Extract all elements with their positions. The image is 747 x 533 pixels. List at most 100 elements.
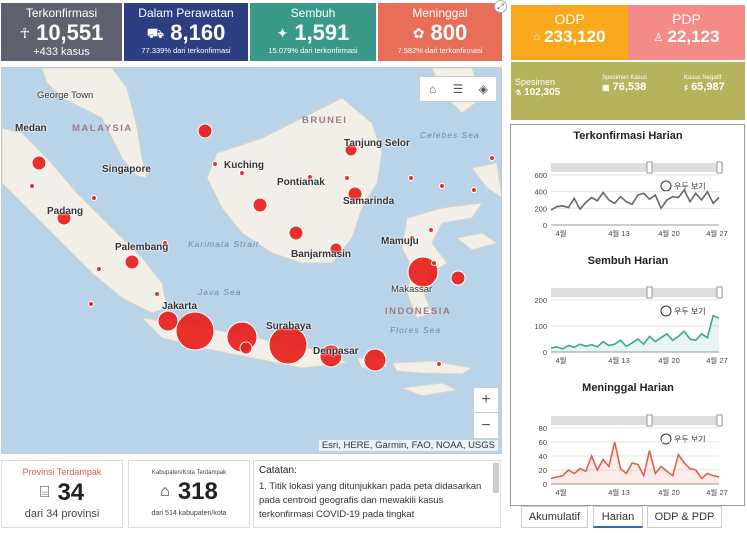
label-george-town: George Town (37, 90, 94, 101)
series-line (550, 188, 720, 211)
celebrate-icon: ✦ (276, 25, 289, 41)
tab-daily[interactable]: Harian (593, 506, 643, 528)
negative-icon: ♯ (684, 83, 688, 92)
notes-text: 1. Titik lokasi yang ditunjukkan pada pe… (259, 481, 482, 520)
building-icon: ⌸ (39, 484, 50, 501)
vial-icon: ⚗ (515, 90, 522, 97)
regencies-sub: dari 514 kabupaten/kota (151, 510, 227, 517)
home-icon[interactable]: ⌂ (429, 82, 437, 96)
recovered-value: 1,591 (294, 20, 350, 45)
tab-cumulative[interactable]: Akumulatif (521, 506, 588, 528)
pdp-tile[interactable]: PDP ♙ 22,123 (628, 5, 745, 60)
treated-label: Dalam Perawatan (138, 6, 234, 20)
chart-title: Terkonfirmasi Harian (573, 130, 683, 142)
y-tick-label: 40 (539, 452, 547, 461)
regencies-label: Kabupaten/Kota Terdampak (151, 470, 227, 476)
people-icon: ♙ (653, 31, 664, 44)
range-handle (646, 286, 653, 299)
series-area (551, 315, 719, 352)
treated-value: 8,160 (170, 20, 226, 45)
person-icon: ☥ (19, 25, 31, 41)
label-pontianak: Pontianak (277, 177, 325, 188)
label-medan: Medan (15, 123, 47, 134)
label-karimata-strait: Karimata Strait (188, 239, 260, 249)
label-denpasar: Denpasar (313, 346, 359, 357)
recovered-sub: 15.079% dari terkonfirmasi (268, 46, 358, 55)
notes-card[interactable]: Catatan: 1. Titik lokasi yang ditunjukka… (253, 460, 501, 528)
legend-icon[interactable]: ☰ (452, 82, 464, 96)
series-line (550, 441, 720, 480)
odp-value: 233,120 (544, 27, 606, 46)
range-handle (716, 286, 723, 299)
x-tick-label: 4월 27 (706, 228, 728, 238)
specimen-cases-label: Spesimen Kasus (602, 75, 648, 81)
y-tick-label: 200 (534, 204, 547, 213)
chart-title: Meninggal Harian (582, 382, 674, 394)
series-line (550, 314, 720, 350)
treated-tile[interactable]: Dalam Perawatan ⛟ 8,160 77.339% dari terk… (124, 3, 248, 61)
zoom-in-button[interactable]: + (474, 388, 498, 413)
specimen-cases-value: 76,538 (612, 81, 647, 93)
confirmed-sub: +433 kasus (33, 46, 90, 58)
layers-icon[interactable]: ◈ (478, 82, 488, 96)
confirmed-tile[interactable]: Terkonfirmasi ☥ 10,551 +433 kasus (1, 3, 122, 61)
pdp-label: PDP (672, 11, 701, 27)
tab-odp-pdp[interactable]: ODP & PDP (647, 506, 722, 528)
government-icon: ⌂ (160, 483, 170, 500)
y-tick-label: 200 (534, 296, 547, 305)
zoom-out-icon (660, 433, 672, 445)
y-tick-label: 60 (539, 438, 547, 447)
deaths-tile[interactable]: Meninggal ✿ 800 7.582% dari terkonfirmasi (378, 3, 502, 61)
label-padang: Padang (47, 206, 84, 217)
notes-scrollbar[interactable] (493, 463, 499, 493)
label-indonesia: INDONESIA (385, 306, 452, 317)
odp-tile[interactable]: ODP ⌂ 233,120 (511, 5, 628, 60)
specimen-tile[interactable]: Spesimen ⚗ 102,305 Spesimen Kasus ▣ 76,5… (511, 62, 745, 120)
y-tick-label: 80 (539, 424, 547, 433)
x-tick-label: 4월 27 (706, 487, 728, 497)
zoom-out-button[interactable]: − (481, 416, 491, 434)
y-tick-label: 20 (539, 466, 547, 475)
specimen-total-value: 102,305 (524, 87, 561, 98)
x-tick-label: 4월 (555, 228, 566, 238)
specimen-negative-value: 65,987 (691, 81, 725, 93)
deaths-value: 800 (430, 20, 468, 45)
y-tick-label: 100 (534, 322, 547, 331)
range-slider (551, 416, 723, 425)
regencies-value: 318 (177, 478, 218, 505)
series-area (551, 442, 719, 484)
notes-label: Catatan: (259, 465, 297, 476)
x-tick-label: 4월 27 (706, 355, 728, 365)
recovered-tile[interactable]: Sembuh ✦ 1,591 15.079% dari terkonfirmasi (250, 3, 376, 61)
label-makassar: Makassar (391, 284, 433, 295)
regencies-card: Kabupaten/Kota Terdampak ⌂ 318 dari 514 k… (128, 460, 250, 528)
expand-icon[interactable]: ⤢ (494, 0, 507, 13)
label-palembang: Palembang (115, 242, 169, 253)
range-slider (551, 288, 723, 297)
label-brunei: BRUNEI (302, 115, 348, 126)
x-tick-label: 4월 20 (658, 355, 680, 365)
recovered-label: Sembuh (290, 6, 336, 20)
wilted-icon: ✿ (412, 25, 425, 41)
provinces-label: Provinsi Terdampak (22, 467, 102, 477)
pdp-value: 22,123 (667, 27, 720, 46)
confirmed-value: 10,551 (36, 20, 104, 45)
label-flores-sea: Flores Sea (390, 325, 442, 335)
map-toolbar: ⌂ ☰ ◈ (419, 76, 497, 102)
zoom-out-icon (660, 180, 672, 192)
label-banjarmasin: Banjarmasin (291, 249, 352, 260)
deaths-label: Meninggal (412, 6, 468, 20)
range-handle (716, 414, 723, 427)
label-singapore: Singapore (102, 164, 151, 175)
label-surabaya: Surabaya (266, 321, 312, 332)
clipboard-icon: ▣ (602, 83, 610, 92)
map-view[interactable]: George Town Medan MALAYSIA BRUNEI Tanjun… (1, 67, 502, 454)
x-tick-label: 4월 20 (658, 228, 680, 238)
y-tick-label: 0 (543, 221, 547, 230)
deaths-sub: 7.582% dari terkonfirmasi (397, 46, 483, 55)
label-mamuju: Mamuju (381, 236, 419, 247)
x-tick-label: 4월 20 (658, 487, 680, 497)
x-tick-label: 4월 (555, 355, 566, 365)
specimen-total-label: Spesimen (515, 77, 556, 87)
